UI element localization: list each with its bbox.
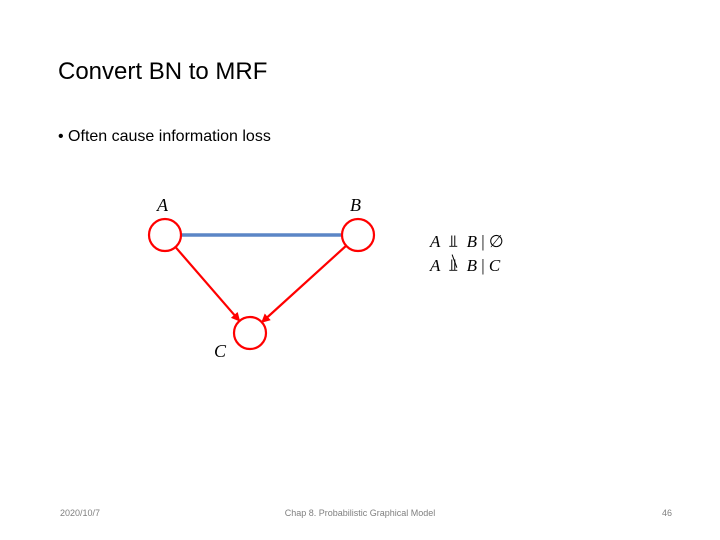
svg-text:C: C [214,341,227,361]
var-A: A [430,256,440,275]
given-bar: | [481,232,489,251]
independence-formula-1: A ⫫ B | ∅ [430,232,504,252]
not-indep-symbol: ⫫ [444,256,462,276]
svg-text:A: A [156,195,169,215]
footer-page-number: 46 [662,508,672,518]
footer-date: 2020/10/7 [60,508,100,518]
var-B: B [467,256,477,275]
indep-symbol: ⫫ [444,232,462,252]
bn-mrf-diagram: A B C [90,195,400,375]
given-bar: | [481,256,489,275]
bullet-point: • Often cause information loss [58,128,271,146]
var-C: C [489,256,500,275]
var-B: B [467,232,477,251]
footer-chapter: Chap 8. Probabilistic Graphical Model [285,508,436,518]
page-title: Convert BN to MRF [58,58,267,86]
empty-set: ∅ [489,232,504,251]
svg-text:B: B [350,195,361,215]
independence-formula-2: A ⫫ B | C [430,256,500,276]
var-A: A [430,232,440,251]
